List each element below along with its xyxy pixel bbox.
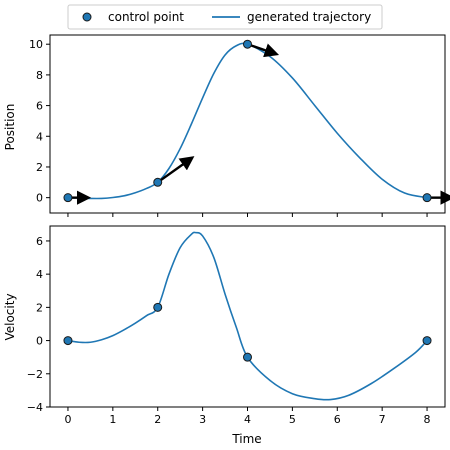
xtick-label: 0 (64, 413, 71, 426)
trajectory-line (67, 231, 428, 401)
ytick-label: 0 (36, 335, 43, 348)
ytick-label: 10 (29, 38, 43, 51)
ytick-label: 4 (36, 268, 43, 281)
xtick-label: 3 (199, 413, 206, 426)
legend-control-point-label: control point (108, 10, 184, 24)
ytick-label: 2 (36, 301, 43, 314)
ytick-label: 0 (36, 192, 43, 205)
legend-trajectory-label: generated trajectory (247, 10, 371, 24)
ytick-label: 8 (36, 69, 43, 82)
xtick-label: 8 (424, 413, 431, 426)
xtick-label: 1 (109, 413, 116, 426)
xtick-label: 7 (379, 413, 386, 426)
ytick-label: −4 (27, 401, 43, 414)
position-axes-frame (49, 34, 446, 214)
position-subplot: Position 0 2 4 6 8 10 (3, 34, 450, 217)
control-point (63, 193, 73, 203)
position-axes-ticks: 0 2 4 6 8 10 (29, 38, 428, 217)
control-point (63, 336, 73, 346)
velocity-trajectory-line (67, 231, 428, 401)
ytick-label: −2 (27, 368, 43, 381)
position-ylabel: Position (3, 104, 17, 151)
ytick-label: 6 (36, 100, 43, 113)
control-point (153, 302, 163, 312)
velocity-axes-frame (49, 225, 446, 408)
xtick-label: 5 (289, 413, 296, 426)
velocity-ylabel: Velocity (3, 293, 17, 340)
ytick-label: 2 (36, 161, 43, 174)
legend: control point generated trajectory (67, 4, 383, 30)
control-point (243, 352, 252, 362)
control-point (153, 177, 163, 187)
velocity-arrow (157, 156, 195, 184)
velocity-subplot: Velocity Time 0 1 2 3 4 5 6 7 8 −4 −2 0 2 4 6 (3, 225, 446, 446)
xtick-label: 6 (334, 413, 341, 426)
velocity-axes-ticks: 0 1 2 3 4 5 6 7 8 −4 −2 0 2 4 6 (27, 235, 431, 426)
xtick-label: 2 (154, 413, 161, 426)
control-point (243, 39, 252, 49)
control-point (422, 193, 432, 203)
trajectory-line (67, 42, 428, 200)
control-point (422, 336, 432, 346)
position-control-points (63, 39, 432, 203)
position-trajectory-line (67, 42, 428, 200)
xtick-label: 4 (244, 413, 251, 426)
legend-control-point-marker (82, 12, 92, 22)
ytick-label: 6 (36, 235, 43, 248)
ytick-label: 4 (36, 130, 43, 143)
velocity-control-points (63, 302, 432, 362)
position-velocity-arrows (67, 43, 450, 205)
time-xlabel: Time (231, 432, 261, 446)
